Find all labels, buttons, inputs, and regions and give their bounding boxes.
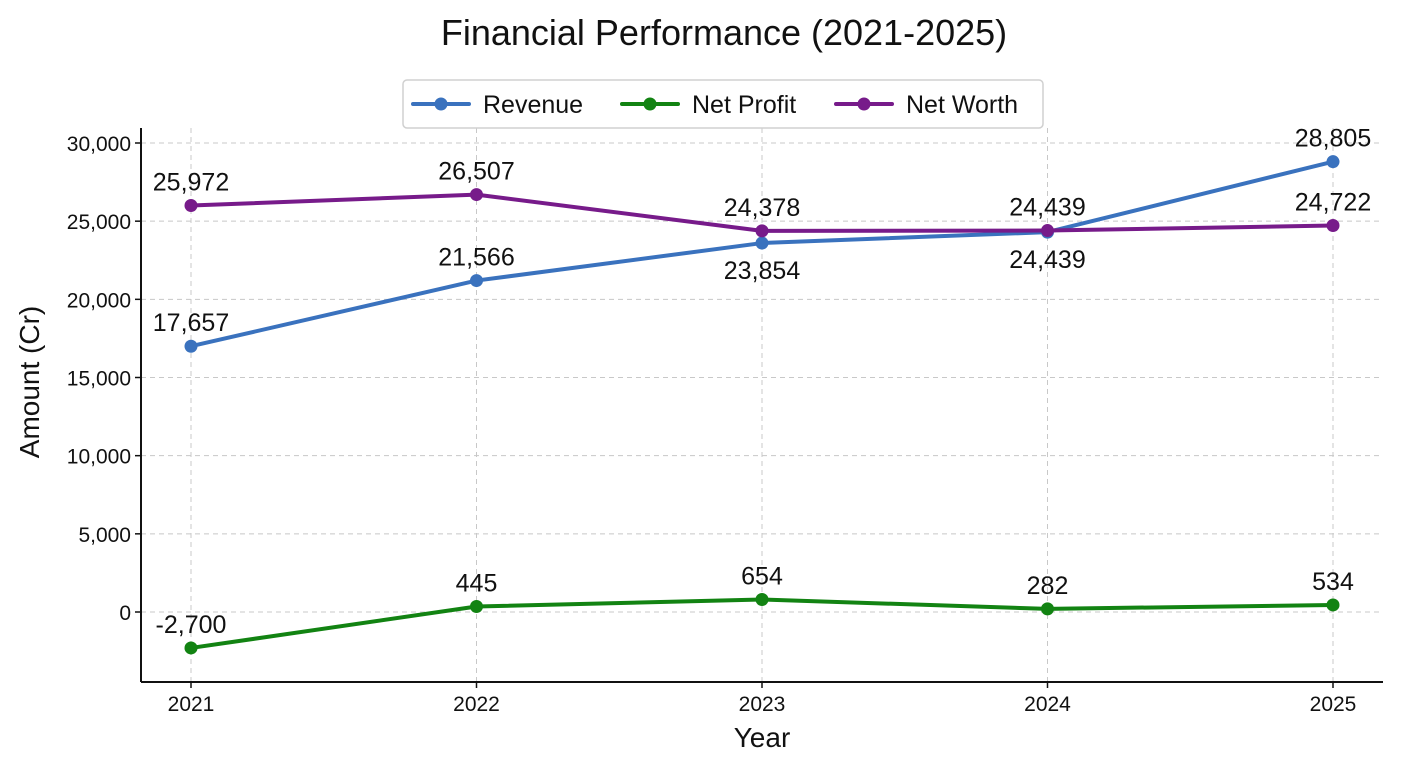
y-tick-label: 10,000 [67,446,131,469]
revenue-data-label: 23,854 [724,257,801,285]
net-profit-point [1326,598,1340,612]
y-tick-label: 20,000 [67,289,131,312]
net-worth-point [470,188,483,202]
x-tick-label: 2021 [168,693,215,716]
net-worth-data-label: 24,439 [1009,194,1085,222]
net-worth-data-label: 24,722 [1295,189,1371,217]
revenue-data-label: 21,566 [438,244,514,272]
x-tick-label: 2022 [453,693,500,716]
net-profit-data-label: 534 [1312,568,1354,596]
revenue-point [184,339,198,353]
net-worth-point [1041,224,1054,238]
y-tick-label: 0 [119,602,131,625]
revenue-legend-marker [434,97,448,111]
y-tick-label: 25,000 [67,211,131,234]
series-layer [184,155,1340,655]
net-profit-point [470,600,483,614]
y-tick-label: 30,000 [67,133,131,156]
net-profit-point [184,641,198,655]
net-worth-legend-label: Net Worth [906,91,1018,119]
y-tick-label: 15,000 [67,368,131,391]
y-tick-label: 5,000 [78,524,131,547]
legend-box [402,79,1044,129]
x-axis-label: Year [734,722,791,753]
net-profit-legend-label: Net Profit [692,91,796,119]
x-tick-label: 2025 [1310,693,1357,716]
revenue-data-label: 24,439 [1009,246,1085,274]
revenue-data-label: 17,657 [153,309,229,337]
chart-title: Financial Performance (2021-2025) [441,12,1007,53]
revenue-point [755,236,769,250]
data-labels: 17,657 21,566 23,854 24,439 28,805 -2,700 445 6… [153,125,1371,639]
net-worth-data-label: 25,972 [153,169,229,197]
revenue-legend-label: Revenue [483,91,583,119]
net-profit-point [1041,602,1054,616]
net-worth-point [184,199,198,213]
net-worth-data-label: 26,507 [438,158,514,186]
revenue-data-label: 28,805 [1295,125,1371,153]
x-tick-label: 2023 [739,693,786,716]
net-profit-legend-marker [643,97,657,111]
y-axis-label: Amount (Cr) [14,306,45,458]
revenue-point [1326,155,1340,169]
net-profit-data-label: 654 [741,562,783,590]
net-profit-data-label: 445 [456,570,498,598]
legend: Revenue Net Profit Net Worth [402,79,1044,129]
net-worth-point [1326,219,1340,233]
net-worth-point [755,224,769,238]
net-worth-legend-marker [857,97,871,111]
net-profit-data-label: -2,700 [156,611,227,639]
x-tick-label: 2024 [1024,693,1071,716]
revenue-point [470,274,483,288]
axes: 0 5,000 10,000 15,000 20,000 25,000 30,000 2021… [67,128,1383,716]
net-worth-data-label: 24,378 [724,194,800,222]
net-profit-data-label: 282 [1027,572,1069,600]
net-profit-point [755,592,769,606]
